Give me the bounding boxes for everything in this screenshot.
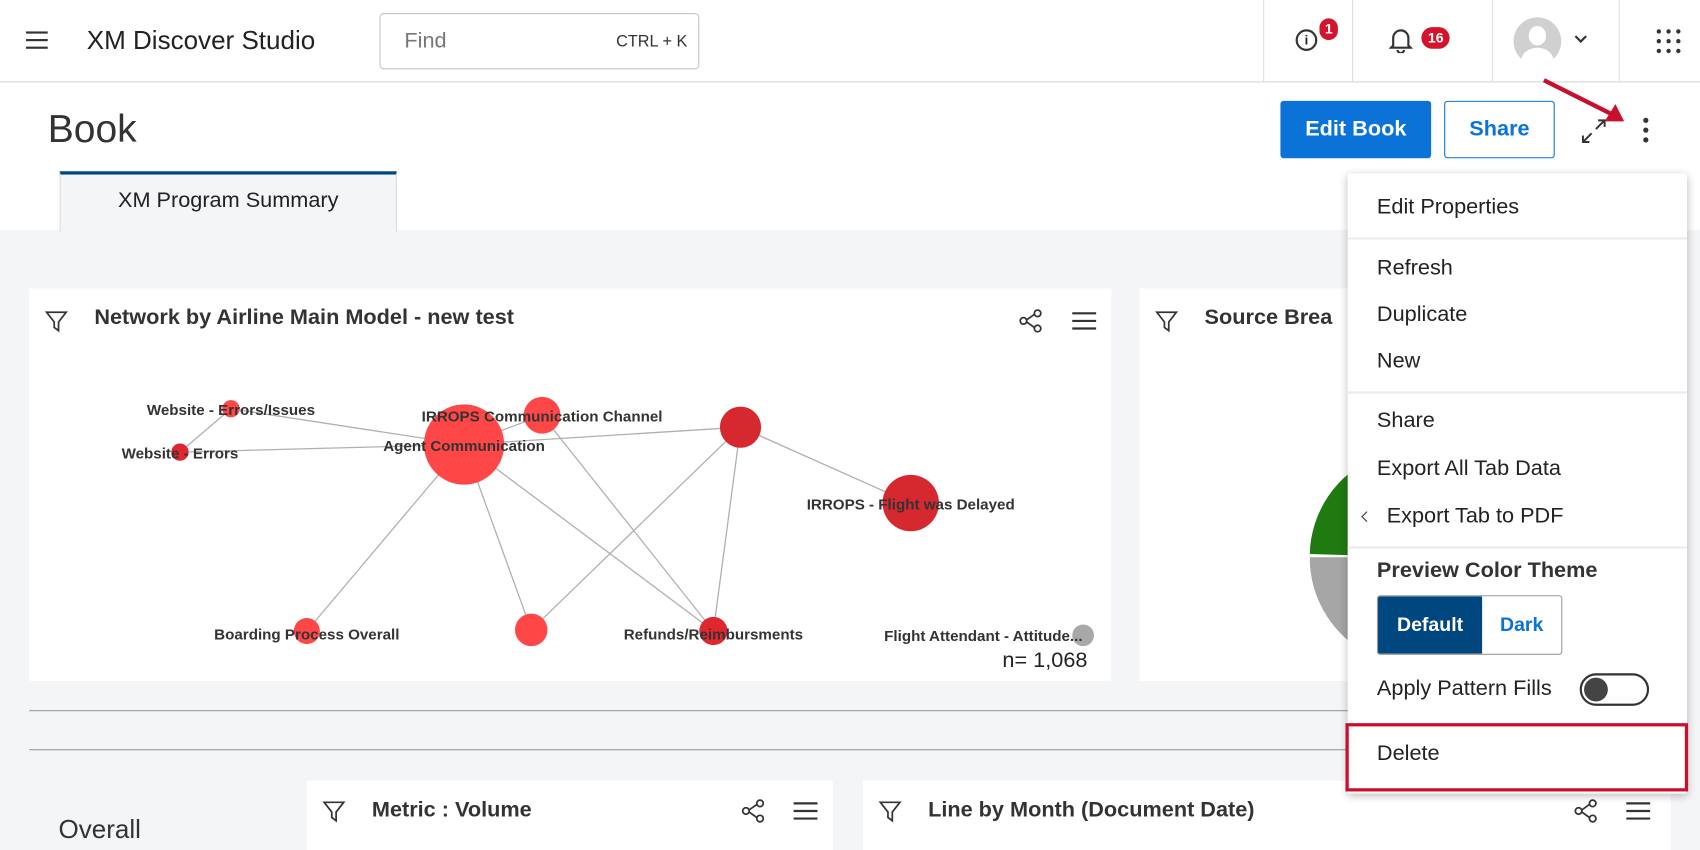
network-node[interactable] — [171, 443, 189, 461]
theme-default-button[interactable]: Default — [1378, 596, 1483, 654]
metric-widget: Metric : Volume — [306, 780, 833, 850]
book-options-menu: Edit Properties Refresh Duplicate New Sh… — [1345, 173, 1689, 794]
share-network-icon[interactable] — [1573, 798, 1599, 824]
network-graph: Agent Communication IRROPS Communication … — [122, 396, 1094, 647]
notifications-badge: 16 — [1421, 27, 1451, 49]
app-grid-icon[interactable] — [1656, 28, 1682, 54]
network-edge — [530, 426, 741, 631]
tab-xm-program-summary[interactable]: XM Program Summary — [59, 171, 397, 233]
notifications-button[interactable]: 16 — [1388, 27, 1451, 58]
menu-item-export-all-tab-data[interactable]: Export All Tab Data — [1376, 456, 1561, 481]
divider — [1263, 0, 1265, 83]
info-badge: 1 — [1319, 18, 1339, 41]
expand-icon[interactable] — [1581, 118, 1607, 144]
network-node-label: Website - Errors/Issues — [147, 402, 315, 419]
divider — [1618, 0, 1620, 83]
network-node-label: Boarding Process Overall — [214, 627, 399, 644]
widget-title: Source Brea — [1204, 305, 1333, 330]
widget-menu-icon[interactable] — [1625, 800, 1651, 822]
hamburger-menu-icon[interactable] — [26, 31, 48, 49]
menu-item-duplicate[interactable]: Duplicate — [1376, 302, 1468, 327]
annotation-arrow-icon — [1542, 78, 1625, 122]
network-edge — [740, 426, 911, 504]
section-divider — [29, 749, 1678, 751]
pattern-fills-label: Apply Pattern Fills — [1376, 676, 1552, 701]
network-edge — [306, 444, 465, 632]
network-node[interactable] — [882, 474, 939, 532]
menu-divider — [1347, 546, 1688, 549]
network-edge — [179, 443, 465, 453]
widget-title: Metric : Volume — [371, 797, 532, 822]
filter-icon[interactable] — [1155, 310, 1179, 334]
share-button[interactable]: Share — [1444, 100, 1555, 159]
menu-divider — [1347, 391, 1688, 394]
more-options-icon[interactable] — [1637, 117, 1654, 145]
filter-icon[interactable] — [322, 800, 346, 824]
network-node-label: Website - Errors — [122, 446, 239, 463]
delete-highlight — [1345, 723, 1689, 792]
network-edge — [541, 414, 714, 632]
network-node[interactable] — [423, 404, 505, 485]
network-node[interactable] — [523, 396, 561, 434]
edit-book-button[interactable]: Edit Book — [1280, 100, 1432, 159]
network-node[interactable] — [222, 400, 240, 418]
network-node-label: Agent Communication — [383, 438, 545, 455]
network-node[interactable] — [719, 406, 762, 448]
search-shortcut: CTRL + K — [616, 32, 688, 51]
menu-item-share[interactable]: Share — [1376, 408, 1435, 433]
network-node-label: Flight Attendant - Attitude... — [884, 628, 1082, 645]
network-node-label: Refunds/Reimbursments — [624, 627, 803, 644]
network-edge — [463, 426, 741, 446]
network-node-label: IRROPS - Flight was Delayed — [807, 497, 1015, 514]
chevron-down-icon — [1574, 30, 1587, 43]
user-menu-button[interactable] — [1513, 17, 1587, 66]
search-placeholder: Find — [404, 29, 447, 54]
menu-item-edit-properties[interactable]: Edit Properties — [1376, 195, 1520, 220]
menu-item-refresh[interactable]: Refresh — [1376, 255, 1453, 280]
divider — [1351, 0, 1354, 83]
menu-divider — [1347, 237, 1688, 240]
section-divider — [29, 710, 1678, 712]
info-button[interactable]: i 1 — [1295, 18, 1339, 51]
widget-title: Network by Airline Main Model - new test — [94, 305, 515, 330]
widget-title: Line by Month (Document Date) — [928, 797, 1255, 822]
network-node[interactable] — [293, 617, 320, 645]
network-node[interactable] — [1072, 624, 1094, 647]
filter-icon[interactable] — [878, 800, 902, 824]
network-node-label: IRROPS Communication Channel — [422, 409, 663, 426]
menu-item-export-tab-to-pdf[interactable]: Export Tab to PDF — [1386, 504, 1564, 529]
app-title: XM Discover Studio — [86, 26, 316, 56]
search-input[interactable]: Find CTRL + K — [379, 13, 700, 70]
top-header: XM Discover Studio Find CTRL + K i 1 16 — [0, 0, 1700, 83]
filter-icon[interactable] — [44, 310, 68, 334]
divider — [1491, 0, 1493, 83]
info-icon: i — [1295, 29, 1318, 51]
network-widget: Network by Airline Main Model - new test… — [29, 288, 1112, 681]
theme-dark-button[interactable]: Dark — [1499, 613, 1544, 636]
share-network-icon[interactable] — [1018, 308, 1044, 334]
tab-label: XM Program Summary — [117, 188, 339, 213]
chevron-left-icon — [1361, 511, 1373, 522]
menu-item-new[interactable]: New — [1376, 349, 1421, 373]
count-label: n= 1,068 — [1002, 648, 1088, 673]
widget-menu-icon[interactable] — [1071, 310, 1097, 332]
network-edge — [463, 444, 714, 632]
widget-menu-icon[interactable] — [793, 800, 819, 822]
page-title: Book — [47, 106, 137, 151]
menu-item-delete[interactable]: Delete — [1376, 741, 1440, 766]
section-label: Overall — [58, 815, 141, 845]
share-network-icon[interactable] — [741, 798, 767, 824]
bell-icon — [1388, 29, 1414, 55]
network-node[interactable] — [699, 616, 728, 646]
theme-segmented-control: Default Dark — [1376, 595, 1563, 655]
network-edge — [179, 408, 232, 453]
pattern-fills-toggle[interactable] — [1579, 673, 1650, 706]
network-edge — [712, 427, 742, 632]
avatar — [1513, 17, 1562, 66]
theme-heading: Preview Color Theme — [1376, 558, 1598, 583]
network-node[interactable] — [514, 613, 548, 647]
